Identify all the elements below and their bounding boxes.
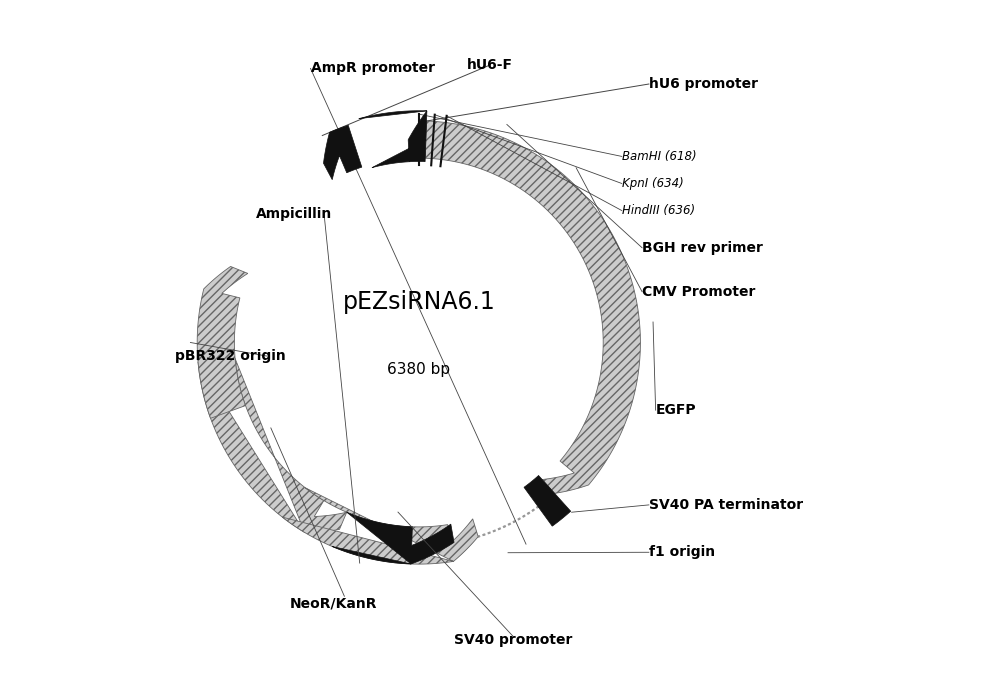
Text: pBR322 origin: pBR322 origin bbox=[175, 349, 286, 363]
Text: hU6 promoter: hU6 promoter bbox=[649, 77, 758, 91]
Text: NeoR/KanR: NeoR/KanR bbox=[290, 596, 378, 610]
Polygon shape bbox=[323, 125, 362, 179]
Polygon shape bbox=[197, 266, 248, 419]
Polygon shape bbox=[425, 121, 640, 493]
Polygon shape bbox=[332, 512, 454, 564]
Polygon shape bbox=[282, 488, 478, 564]
Text: SV40 promoter: SV40 promoter bbox=[454, 633, 573, 647]
Text: f1 origin: f1 origin bbox=[649, 545, 715, 559]
Text: BamHI (618): BamHI (618) bbox=[622, 150, 696, 163]
Text: SV40 PA terminator: SV40 PA terminator bbox=[649, 498, 803, 512]
Text: Ampicillin: Ampicillin bbox=[256, 207, 333, 221]
Text: pEZsiRNA6.1: pEZsiRNA6.1 bbox=[342, 290, 495, 314]
Text: HindIII (636): HindIII (636) bbox=[622, 204, 695, 217]
Text: AmpR promoter: AmpR promoter bbox=[311, 62, 435, 75]
Text: 6380 bp: 6380 bp bbox=[387, 362, 450, 377]
Text: CMV Promoter: CMV Promoter bbox=[642, 285, 755, 299]
Polygon shape bbox=[359, 111, 427, 168]
Polygon shape bbox=[524, 475, 571, 526]
Polygon shape bbox=[198, 358, 347, 532]
Text: hU6-F: hU6-F bbox=[467, 58, 513, 72]
Text: KpnI (634): KpnI (634) bbox=[622, 177, 684, 190]
Text: EGFP: EGFP bbox=[656, 403, 696, 417]
Text: BGH rev primer: BGH rev primer bbox=[642, 240, 763, 255]
